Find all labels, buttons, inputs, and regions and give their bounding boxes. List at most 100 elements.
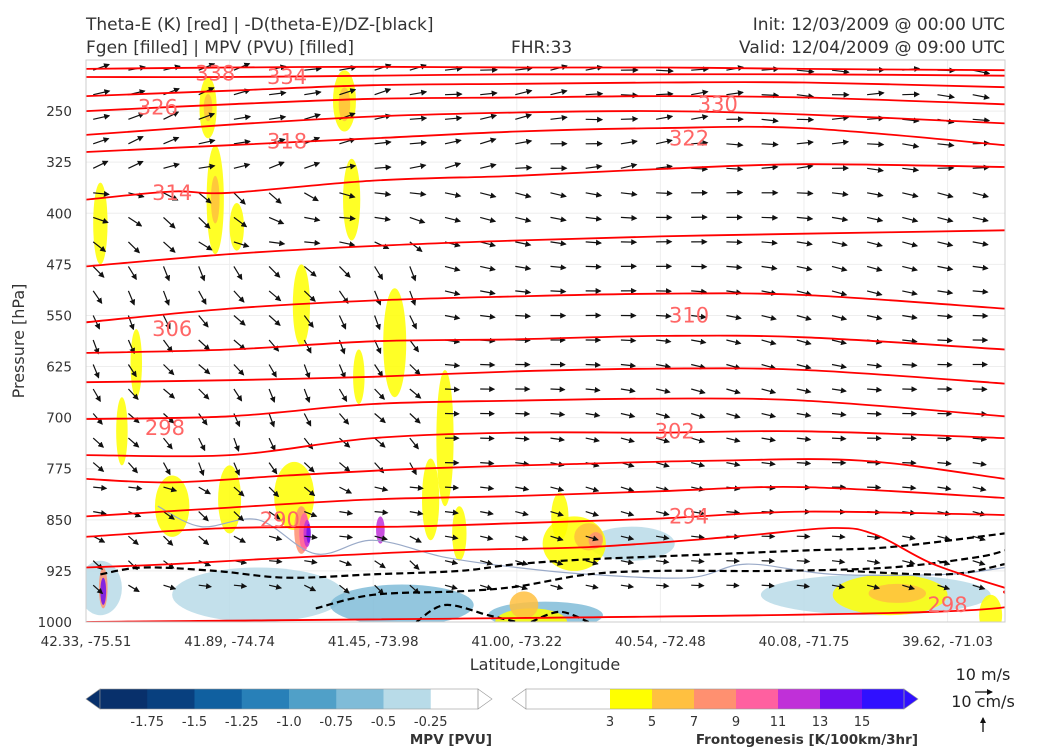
colorbar-tick-label: -1.75 [130, 715, 164, 730]
wind-arrow [585, 163, 603, 170]
mpv-outline [157, 505, 1005, 579]
wind-arrow [515, 113, 533, 120]
wind-arrow [656, 558, 670, 565]
wind-arrow [1008, 438, 1021, 440]
wind-arrow [796, 215, 814, 222]
wind-arrow [515, 138, 533, 145]
wind-arrow [198, 583, 212, 590]
wind-arrow [268, 192, 282, 204]
wind-arrow [93, 137, 110, 145]
wind-arrow [937, 485, 952, 492]
wind-arrow [303, 364, 311, 379]
wind-arrow [937, 535, 951, 542]
wind-arrow [761, 164, 779, 171]
wind-arrow [233, 162, 251, 169]
wind-arrow [691, 534, 705, 541]
colorbar-tick-label: 3 [606, 715, 614, 730]
wind-arrow [268, 339, 280, 352]
wind-arrow [92, 241, 107, 253]
wind-arrow [761, 117, 779, 124]
wind-arrow [233, 364, 245, 376]
wind-arrow [831, 558, 846, 565]
contour-label: 314 [152, 181, 192, 205]
wind-key-vertical-label: 10 cm/s [951, 692, 1015, 711]
shaded-region [436, 369, 454, 507]
wind-arrow [163, 486, 178, 493]
colorbar-tick-label: -1.5 [182, 715, 207, 730]
wind-arrow [198, 290, 207, 305]
wind-arrow [796, 387, 812, 394]
wind-arrow [198, 192, 212, 204]
wind-arrow [233, 486, 245, 497]
wind-arrow [972, 192, 989, 199]
wind-arrow [233, 535, 246, 543]
wind-arrow [515, 435, 530, 442]
wind-arrow [127, 462, 138, 474]
shaded-region [292, 264, 311, 347]
wind-arrow [655, 388, 671, 394]
wind-arrow [726, 412, 741, 419]
wind-arrow [162, 462, 171, 476]
wind-arrow [1008, 95, 1025, 96]
theta-e-contour [86, 430, 1005, 458]
shaded-region [218, 465, 242, 534]
wind-arrow [902, 459, 917, 466]
wind-arrow [655, 510, 670, 517]
x-axis-label: Latitude,Longitude [470, 655, 621, 674]
wind-arrow [902, 584, 916, 591]
wind-arrow [620, 191, 638, 198]
colorbar-frame [525, 688, 905, 710]
wind-arrow [374, 88, 392, 96]
wind-arrow [585, 535, 599, 542]
colorbar-segment [694, 689, 737, 709]
wind-arrow [655, 462, 670, 468]
wind-arrow [444, 138, 462, 145]
wind-arrow [128, 112, 145, 120]
wind-arrow [162, 266, 171, 282]
wind-arrow [620, 437, 635, 444]
wind-arrow [867, 386, 883, 393]
wind-arrow [128, 584, 140, 593]
wind-arrow [620, 115, 639, 122]
wind-arrow [303, 265, 317, 277]
wind-arrow [867, 141, 885, 148]
wind-arrow [902, 166, 920, 173]
shaded-region [422, 458, 440, 541]
wind-arrow [972, 117, 991, 124]
wind-arrow [515, 88, 533, 96]
wind-arrow [128, 216, 143, 227]
wind-arrow [1008, 414, 1022, 416]
wind-arrow [444, 584, 458, 591]
wind-arrow [902, 290, 918, 296]
wind-arrow [691, 388, 706, 395]
wind-arrow [620, 139, 638, 145]
wind-arrow [480, 313, 496, 320]
wind-arrow [339, 88, 357, 96]
wind-arrow [902, 216, 919, 223]
wind-arrow [233, 216, 248, 228]
wind-arrow [796, 290, 813, 297]
wind-arrow [374, 437, 386, 448]
wind-arrow [480, 289, 496, 296]
wind-arrow [550, 535, 564, 542]
wind-arrow [268, 583, 283, 590]
colorbar-tick-label: -1.25 [225, 715, 259, 730]
wind-arrow [585, 361, 601, 368]
wind-arrow [656, 163, 673, 170]
wind-arrow [163, 136, 180, 145]
wind-arrow [761, 264, 778, 271]
wind-arrow [233, 192, 246, 205]
shaded-region [868, 583, 927, 603]
wind-arrow [831, 533, 846, 540]
colorbar-tick-label: 13 [812, 715, 829, 730]
wind-arrow [339, 509, 354, 516]
wind-arrow [515, 313, 531, 320]
wind-arrow [691, 461, 706, 468]
y-tick-label: 250 [46, 104, 72, 120]
wind-arrow [198, 437, 206, 452]
wind-arrow [902, 142, 920, 149]
theta-e-contour [86, 367, 1005, 385]
wind-arrow [691, 338, 707, 345]
wind-arrow [374, 560, 386, 569]
wind-arrow [269, 558, 283, 565]
